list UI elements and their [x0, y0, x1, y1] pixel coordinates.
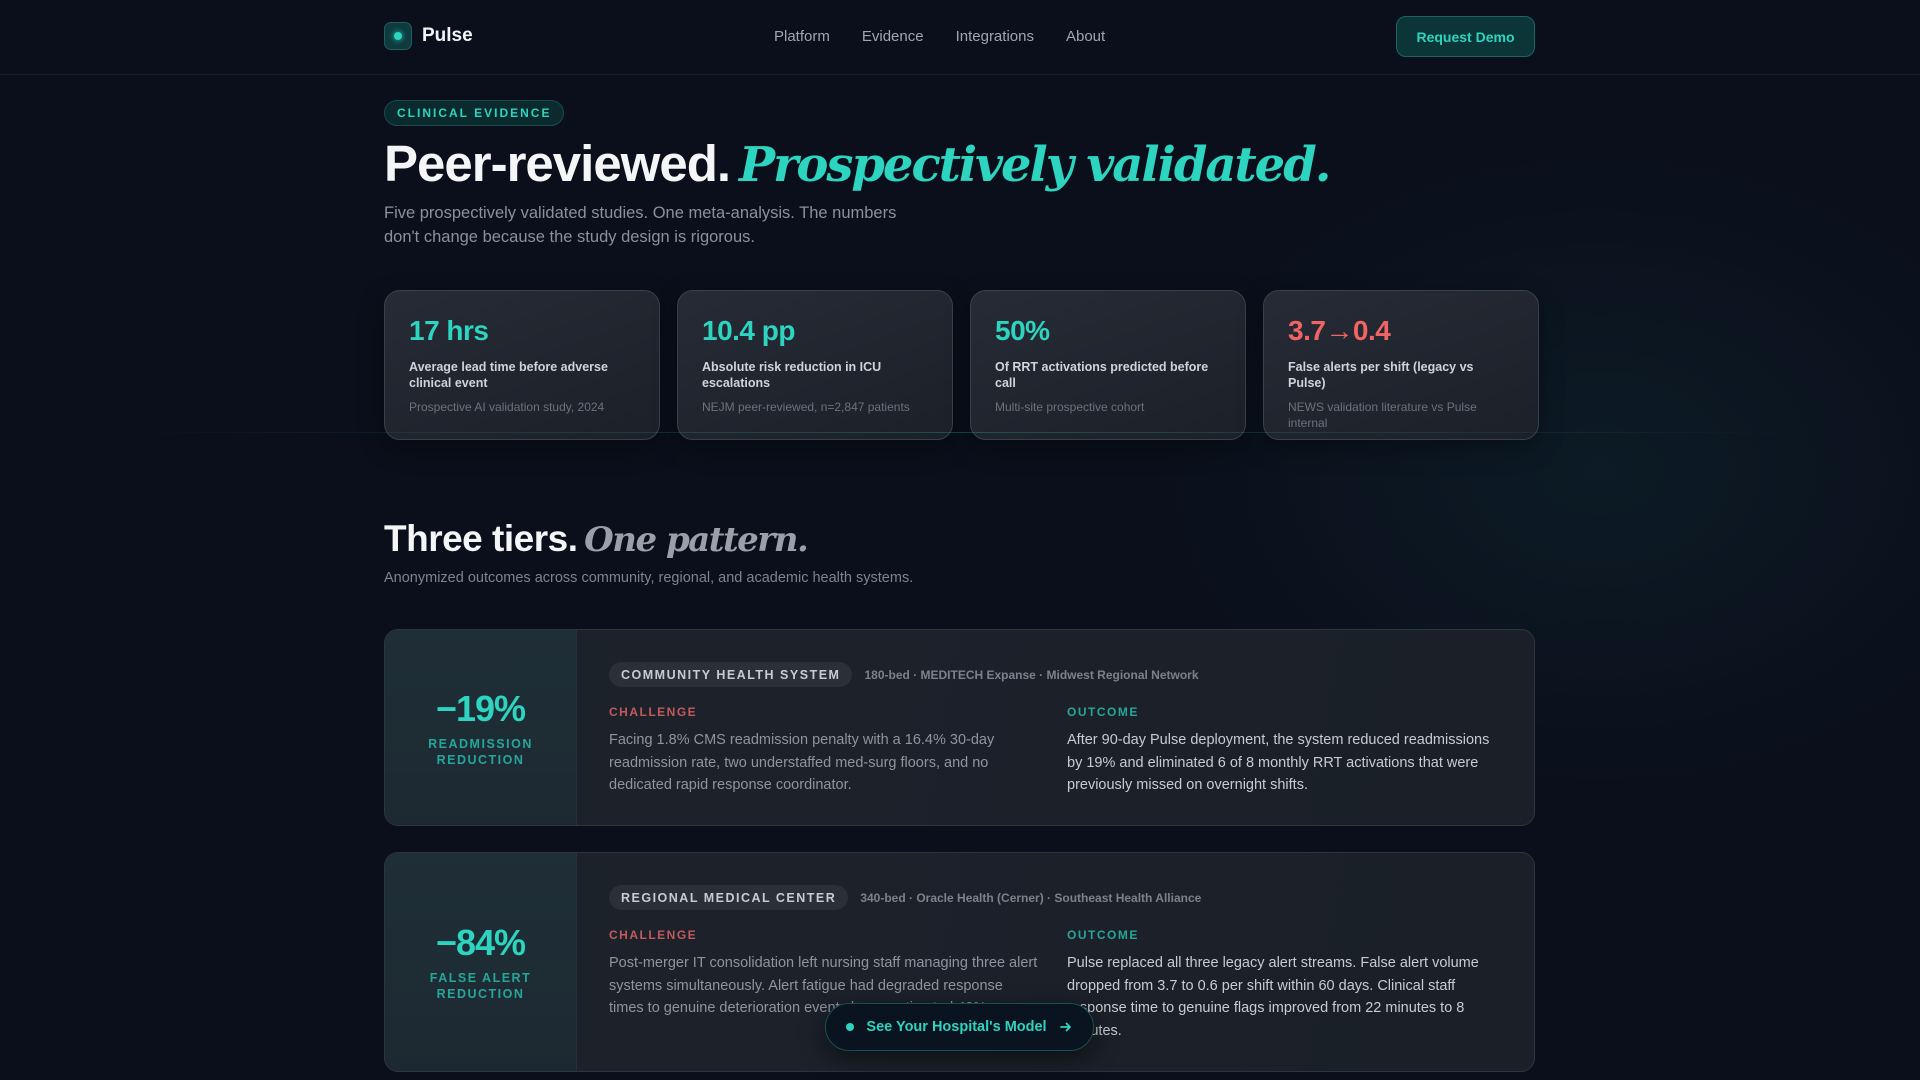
stat-value: 10.4 pp [702, 315, 795, 346]
stat-label: Absolute risk reduction in ICU escalatio… [702, 360, 882, 390]
stat-source: Multi-site prospective cohort [995, 400, 1145, 414]
arrow-right-icon [1059, 1022, 1071, 1032]
see-hospital-model-button[interactable]: See Your Hospital's Model [825, 1003, 1094, 1051]
challenge-heading: CHALLENGE [609, 928, 698, 942]
stat-card: 50% Of RRT activations predicted before … [970, 290, 1246, 440]
nav-link-integrations[interactable]: Integrations [955, 28, 1034, 45]
hero-subtitle: Five prospectively validated studies. On… [384, 204, 897, 246]
section-title-main: Three tiers. [384, 518, 578, 559]
cta-label: See Your Hospital's Model [866, 1019, 1047, 1035]
case-metric-label: READMISSION REDUCTION [428, 736, 533, 767]
challenge-column: CHALLENGE Facing 1.8% CMS readmission pe… [609, 705, 1041, 797]
case-meta: 340-bed · Oracle Health (Cerner) · South… [860, 890, 1202, 905]
nav-link-platform[interactable]: Platform [774, 28, 830, 45]
page-title: Peer-reviewed. Prospectively validated. [384, 134, 1535, 193]
stat-value: 50% [995, 315, 1050, 346]
stat-source: NEWS validation literature vs Pulse inte… [1288, 400, 1477, 430]
stat-card: 3.7→0.4 False alerts per shift (legacy v… [1263, 290, 1539, 440]
stat-label: False alerts per shift (legacy vs Pulse) [1288, 360, 1474, 390]
case-study-card: −84% FALSE ALERT REDUCTION REGIONAL MEDI… [384, 852, 1535, 1072]
case-meta: 180-bed · MEDITECH Expanse · Midwest Reg… [864, 667, 1199, 682]
stat-source: NEJM peer-reviewed, n=2,847 patients [702, 400, 910, 414]
title-accent: Prospectively validated. [738, 137, 1332, 193]
stat-card: 10.4 pp Absolute risk reduction in ICU e… [677, 290, 953, 440]
case-metric-panel: −84% FALSE ALERT REDUCTION [385, 853, 577, 1071]
case-metric-label: FALSE ALERT REDUCTION [429, 971, 532, 1001]
case-metric-panel: −19% READMISSION REDUCTION [385, 630, 577, 825]
pulse-logo-icon [384, 22, 412, 50]
stat-value: 17 hrs [409, 315, 489, 346]
challenge-heading: CHALLENGE [609, 705, 698, 719]
case-metric-value: −84% [435, 922, 526, 963]
status-dot-icon [846, 1023, 855, 1031]
title-main: Peer-reviewed. [384, 135, 731, 192]
case-details: COMMUNITY HEALTH SYSTEM 180-bed · MEDITE… [577, 630, 1534, 825]
top-nav: Pulse Platform Evidence Integrations Abo… [0, 0, 1920, 75]
section-title: Three tiers. One pattern. [384, 518, 1535, 560]
stat-value: 3.7→0.4 [1288, 315, 1391, 346]
outcome-heading: OUTCOME [1067, 928, 1139, 942]
request-demo-button[interactable]: Request Demo [1396, 16, 1535, 57]
divider-glow-line [120, 432, 1800, 433]
challenge-text: Post-merger IT consolidation left nursin… [609, 955, 1038, 1016]
nav-links: Platform Evidence Integrations About [774, 28, 1105, 45]
stat-label: Of RRT activations predicted before call [995, 360, 1209, 390]
section-title-accent: One pattern. [584, 520, 809, 560]
outcome-column: OUTCOME Pulse replaced all three legacy … [1067, 928, 1497, 1042]
stat-label: Average lead time before adverse clinica… [409, 360, 608, 390]
section-badge: CLINICAL EVIDENCE [384, 100, 565, 126]
outcome-heading: OUTCOME [1067, 705, 1139, 719]
stat-source: Prospective AI validation study, 2024 [409, 400, 605, 414]
outcome-text: After 90-day Pulse deployment, the syste… [1067, 732, 1490, 793]
case-tier-tag: REGIONAL MEDICAL CENTER [609, 885, 849, 910]
stat-card: 17 hrs Average lead time before adverse … [384, 290, 660, 440]
section-subtitle: Anonymized outcomes across community, re… [384, 570, 914, 586]
outcome-column: OUTCOME After 90-day Pulse deployment, t… [1067, 705, 1497, 797]
challenge-column: CHALLENGE Post-merger IT consolidation l… [609, 928, 1041, 1042]
case-metric-value: −19% [435, 687, 526, 729]
nav-link-about[interactable]: About [1065, 28, 1106, 45]
nav-link-evidence[interactable]: Evidence [861, 28, 924, 45]
case-study-card: −19% READMISSION REDUCTION COMMUNITY HEA… [384, 629, 1535, 826]
outcome-text: Pulse replaced all three legacy alert st… [1067, 955, 1479, 1039]
brand-name: Pulse [422, 25, 473, 46]
challenge-text: Facing 1.8% CMS readmission penalty with… [609, 732, 995, 793]
case-tier-tag: COMMUNITY HEALTH SYSTEM [609, 662, 853, 687]
logo[interactable]: Pulse [384, 22, 473, 50]
stats-row: 17 hrs Average lead time before adverse … [384, 290, 1539, 440]
